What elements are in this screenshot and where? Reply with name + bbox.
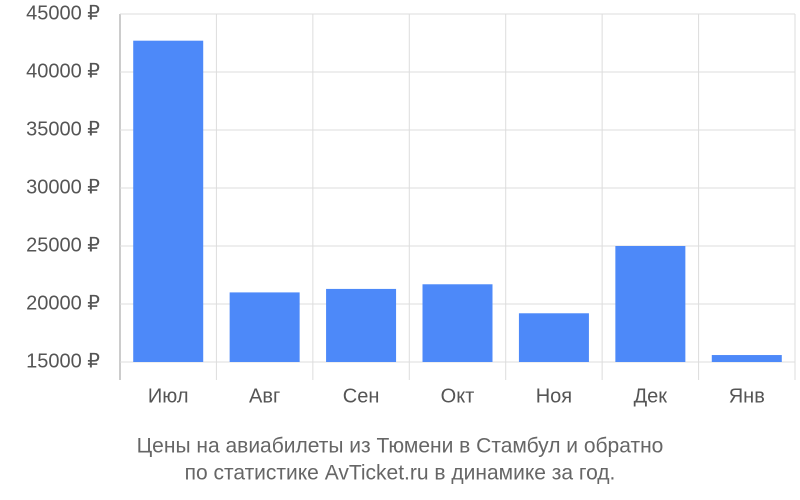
bar [615,246,686,362]
x-tick-label: Янв [729,385,765,407]
y-tick-label: 35000 ₽ [26,118,100,140]
x-tick-label: Июл [148,385,189,407]
y-tick-label: 15000 ₽ [26,350,100,372]
bar [326,288,397,362]
y-tick-label: 30000 ₽ [26,176,100,198]
chart-title: Цены на авиабилеты из Тюмени в Стамбул и… [137,435,664,458]
x-tick-label: Сен [343,385,380,407]
chart-title: по статистике AvTicket.ru в динамике за … [185,462,616,485]
y-tick-label: 45000 ₽ [26,2,100,24]
x-tick-label: Окт [441,385,475,407]
x-tick-label: Ноя [536,385,572,407]
y-tick-label: 25000 ₽ [26,234,100,256]
x-tick-label: Авг [249,385,280,407]
bar [133,40,204,363]
y-tick-label: 40000 ₽ [26,60,100,82]
y-tick-label: 20000 ₽ [26,292,100,314]
bar [711,355,782,362]
bar [422,284,493,362]
bar [229,292,300,362]
x-tick-label: Дек [634,385,668,407]
bar [518,313,589,362]
